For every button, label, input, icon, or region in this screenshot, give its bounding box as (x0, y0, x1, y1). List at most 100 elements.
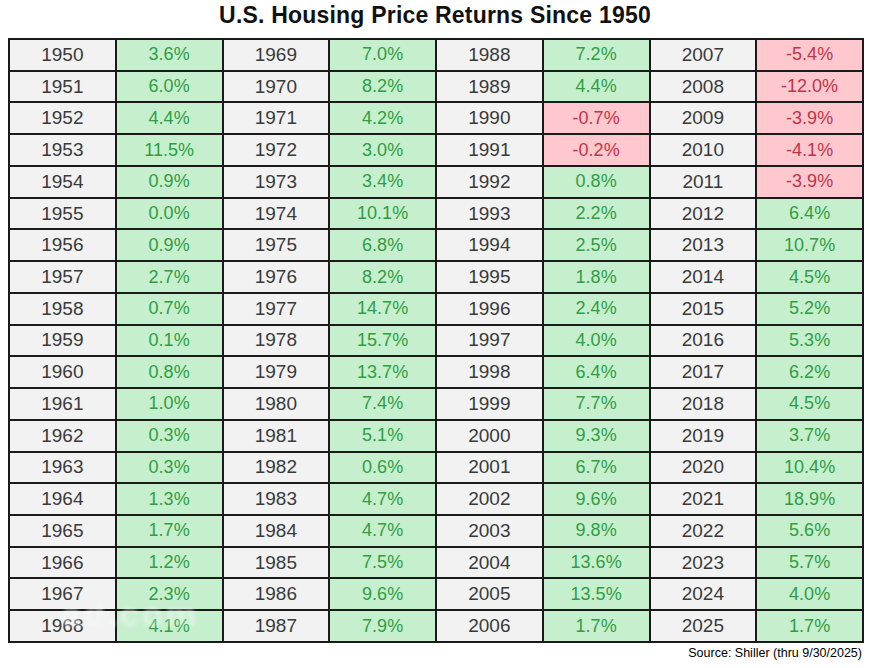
year-cell: 1958 (9, 293, 116, 325)
year-cell: 1970 (223, 71, 330, 103)
return-cell: 4.1% (116, 610, 223, 642)
return-cell: 5.2% (756, 293, 863, 325)
return-cell: 2.4% (543, 293, 650, 325)
return-cell: 2.7% (116, 261, 223, 293)
year-cell: 1975 (223, 229, 330, 261)
return-cell: 13.7% (329, 356, 436, 388)
year-cell: 1973 (223, 166, 330, 198)
return-cell: 5.7% (756, 547, 863, 579)
return-cell: 3.0% (329, 134, 436, 166)
return-cell: 6.4% (756, 198, 863, 230)
return-cell: 1.7% (756, 610, 863, 642)
table-row: 19503.6%19697.0%19887.2%2007-5.4% (9, 39, 863, 71)
table-row: 19590.1%197815.7%19974.0%20165.3% (9, 325, 863, 357)
page-title: U.S. Housing Price Returns Since 1950 (0, 2, 870, 29)
return-cell: 4.0% (756, 578, 863, 610)
year-cell: 2023 (650, 547, 757, 579)
return-cell: 9.6% (329, 578, 436, 610)
year-cell: 1983 (223, 483, 330, 515)
year-cell: 1961 (9, 388, 116, 420)
year-cell: 1976 (223, 261, 330, 293)
table-row: 19661.2%19857.5%200413.6%20235.7% (9, 547, 863, 579)
year-cell: 2000 (436, 420, 543, 452)
return-cell: 2.2% (543, 198, 650, 230)
return-cell: 1.2% (116, 547, 223, 579)
year-cell: 2007 (650, 39, 757, 71)
table-row: 19572.7%19768.2%19951.8%20144.5% (9, 261, 863, 293)
return-cell: 5.1% (329, 420, 436, 452)
year-cell: 1998 (436, 356, 543, 388)
return-cell: 1.7% (543, 610, 650, 642)
return-cell: 6.4% (543, 356, 650, 388)
return-cell: 4.7% (329, 515, 436, 547)
year-cell: 2012 (650, 198, 757, 230)
return-cell: 0.3% (116, 420, 223, 452)
table-row: 19580.7%197714.7%19962.4%20155.2% (9, 293, 863, 325)
return-cell: 3.6% (116, 39, 223, 71)
page: U.S. Housing Price Returns Since 1950 19… (0, 0, 870, 668)
year-cell: 1997 (436, 325, 543, 357)
return-cell: 6.7% (543, 452, 650, 484)
year-cell: 2002 (436, 483, 543, 515)
year-cell: 1953 (9, 134, 116, 166)
year-cell: 1971 (223, 102, 330, 134)
year-cell: 2015 (650, 293, 757, 325)
return-cell: 1.3% (116, 483, 223, 515)
year-cell: 2010 (650, 134, 757, 166)
return-cell: -3.9% (756, 102, 863, 134)
return-cell: 2.5% (543, 229, 650, 261)
year-cell: 1989 (436, 71, 543, 103)
return-cell: -12.0% (756, 71, 863, 103)
year-cell: 2021 (650, 483, 757, 515)
year-cell: 2006 (436, 610, 543, 642)
year-cell: 1974 (223, 198, 330, 230)
year-cell: 2003 (436, 515, 543, 547)
year-cell: 1967 (9, 578, 116, 610)
year-cell: 1991 (436, 134, 543, 166)
year-cell: 1999 (436, 388, 543, 420)
return-cell: 8.2% (329, 261, 436, 293)
year-cell: 1988 (436, 39, 543, 71)
return-cell: 0.8% (543, 166, 650, 198)
year-cell: 1978 (223, 325, 330, 357)
return-cell: 6.2% (756, 356, 863, 388)
year-cell: 1956 (9, 229, 116, 261)
return-cell: 4.0% (543, 325, 650, 357)
return-cell: -3.9% (756, 166, 863, 198)
table-row: 19524.4%19714.2%1990-0.7%2009-3.9% (9, 102, 863, 134)
year-cell: 1962 (9, 420, 116, 452)
table-row: 19611.0%19807.4%19997.7%20184.5% (9, 388, 863, 420)
source-note: Source: Shiller (thru 9/30/2025) (688, 646, 862, 660)
year-cell: 1969 (223, 39, 330, 71)
year-cell: 2009 (650, 102, 757, 134)
table-row: 19684.1%19877.9%20061.7%20251.7% (9, 610, 863, 642)
year-cell: 1985 (223, 547, 330, 579)
return-cell: 18.9% (756, 483, 863, 515)
return-cell: 13.5% (543, 578, 650, 610)
return-cell: 4.7% (329, 483, 436, 515)
year-cell: 1968 (9, 610, 116, 642)
returns-table: 19503.6%19697.0%19887.2%2007-5.4%19516.0… (8, 38, 864, 643)
return-cell: 9.3% (543, 420, 650, 452)
return-cell: 0.3% (116, 452, 223, 484)
year-cell: 1964 (9, 483, 116, 515)
return-cell: 0.6% (329, 452, 436, 484)
year-cell: 1986 (223, 578, 330, 610)
return-cell: 7.5% (329, 547, 436, 579)
table-row: 19630.3%19820.6%20016.7%202010.4% (9, 452, 863, 484)
year-cell: 1990 (436, 102, 543, 134)
return-cell: 3.4% (329, 166, 436, 198)
year-cell: 1995 (436, 261, 543, 293)
returns-table-body: 19503.6%19697.0%19887.2%2007-5.4%19516.0… (9, 39, 863, 642)
return-cell: 4.5% (756, 388, 863, 420)
table-row: 19641.3%19834.7%20029.6%202118.9% (9, 483, 863, 515)
year-cell: 2004 (436, 547, 543, 579)
year-cell: 2025 (650, 610, 757, 642)
return-cell: 9.8% (543, 515, 650, 547)
year-cell: 1980 (223, 388, 330, 420)
return-cell: -5.4% (756, 39, 863, 71)
year-cell: 1987 (223, 610, 330, 642)
return-cell: 6.0% (116, 71, 223, 103)
year-cell: 1951 (9, 71, 116, 103)
return-cell: 1.7% (116, 515, 223, 547)
